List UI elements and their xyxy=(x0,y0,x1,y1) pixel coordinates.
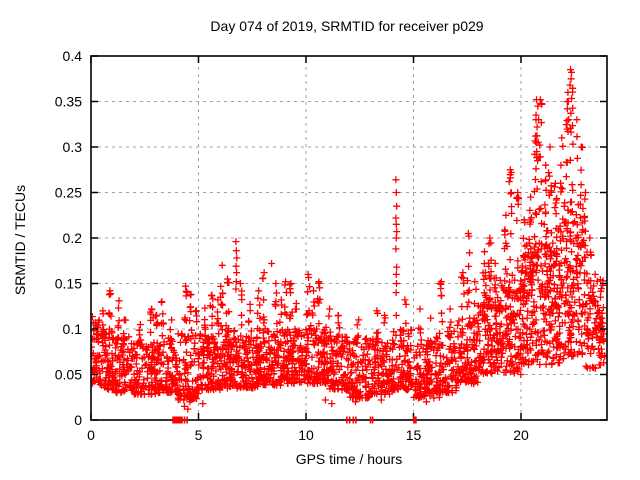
srmtid-data-points xyxy=(91,66,607,413)
y-tick-label-0.2: 0.2 xyxy=(63,230,83,246)
y-tick-label-0.1: 0.1 xyxy=(63,321,83,337)
y-tick-label-0: 0 xyxy=(74,412,82,428)
zero-value-markers xyxy=(172,416,417,424)
y-tick-label-0.15: 0.15 xyxy=(55,276,82,292)
chart-title: Day 074 of 2019, SRMTID for receiver p02… xyxy=(210,18,483,34)
y-tick-label-0.3: 0.3 xyxy=(63,139,83,155)
y-axis-label: SRMTID / TECUs xyxy=(12,185,28,295)
x-axis-label: GPS time / hours xyxy=(296,451,403,467)
y-tick-label-0.35: 0.35 xyxy=(55,94,82,110)
x-tick-label-10: 10 xyxy=(298,427,314,443)
x-tick-label-0: 0 xyxy=(87,427,95,443)
y-tick-label-0.05: 0.05 xyxy=(55,367,82,383)
axis-ticks xyxy=(90,55,607,421)
y-tick-label-0.4: 0.4 xyxy=(63,48,83,64)
tick-labels: 0 5 10 15 20 0 0.05 0.1 0.15 0.2 0.25 0.3 0.35 0.4 xyxy=(55,48,529,443)
zero-value-block xyxy=(413,416,417,424)
zero-value-block xyxy=(172,416,183,424)
y-tick-label-0.25: 0.25 xyxy=(55,185,82,201)
x-tick-label-5: 5 xyxy=(195,427,203,443)
x-tick-label-20: 20 xyxy=(513,427,529,443)
scatter-points xyxy=(91,66,607,413)
x-tick-label-15: 15 xyxy=(406,427,422,443)
